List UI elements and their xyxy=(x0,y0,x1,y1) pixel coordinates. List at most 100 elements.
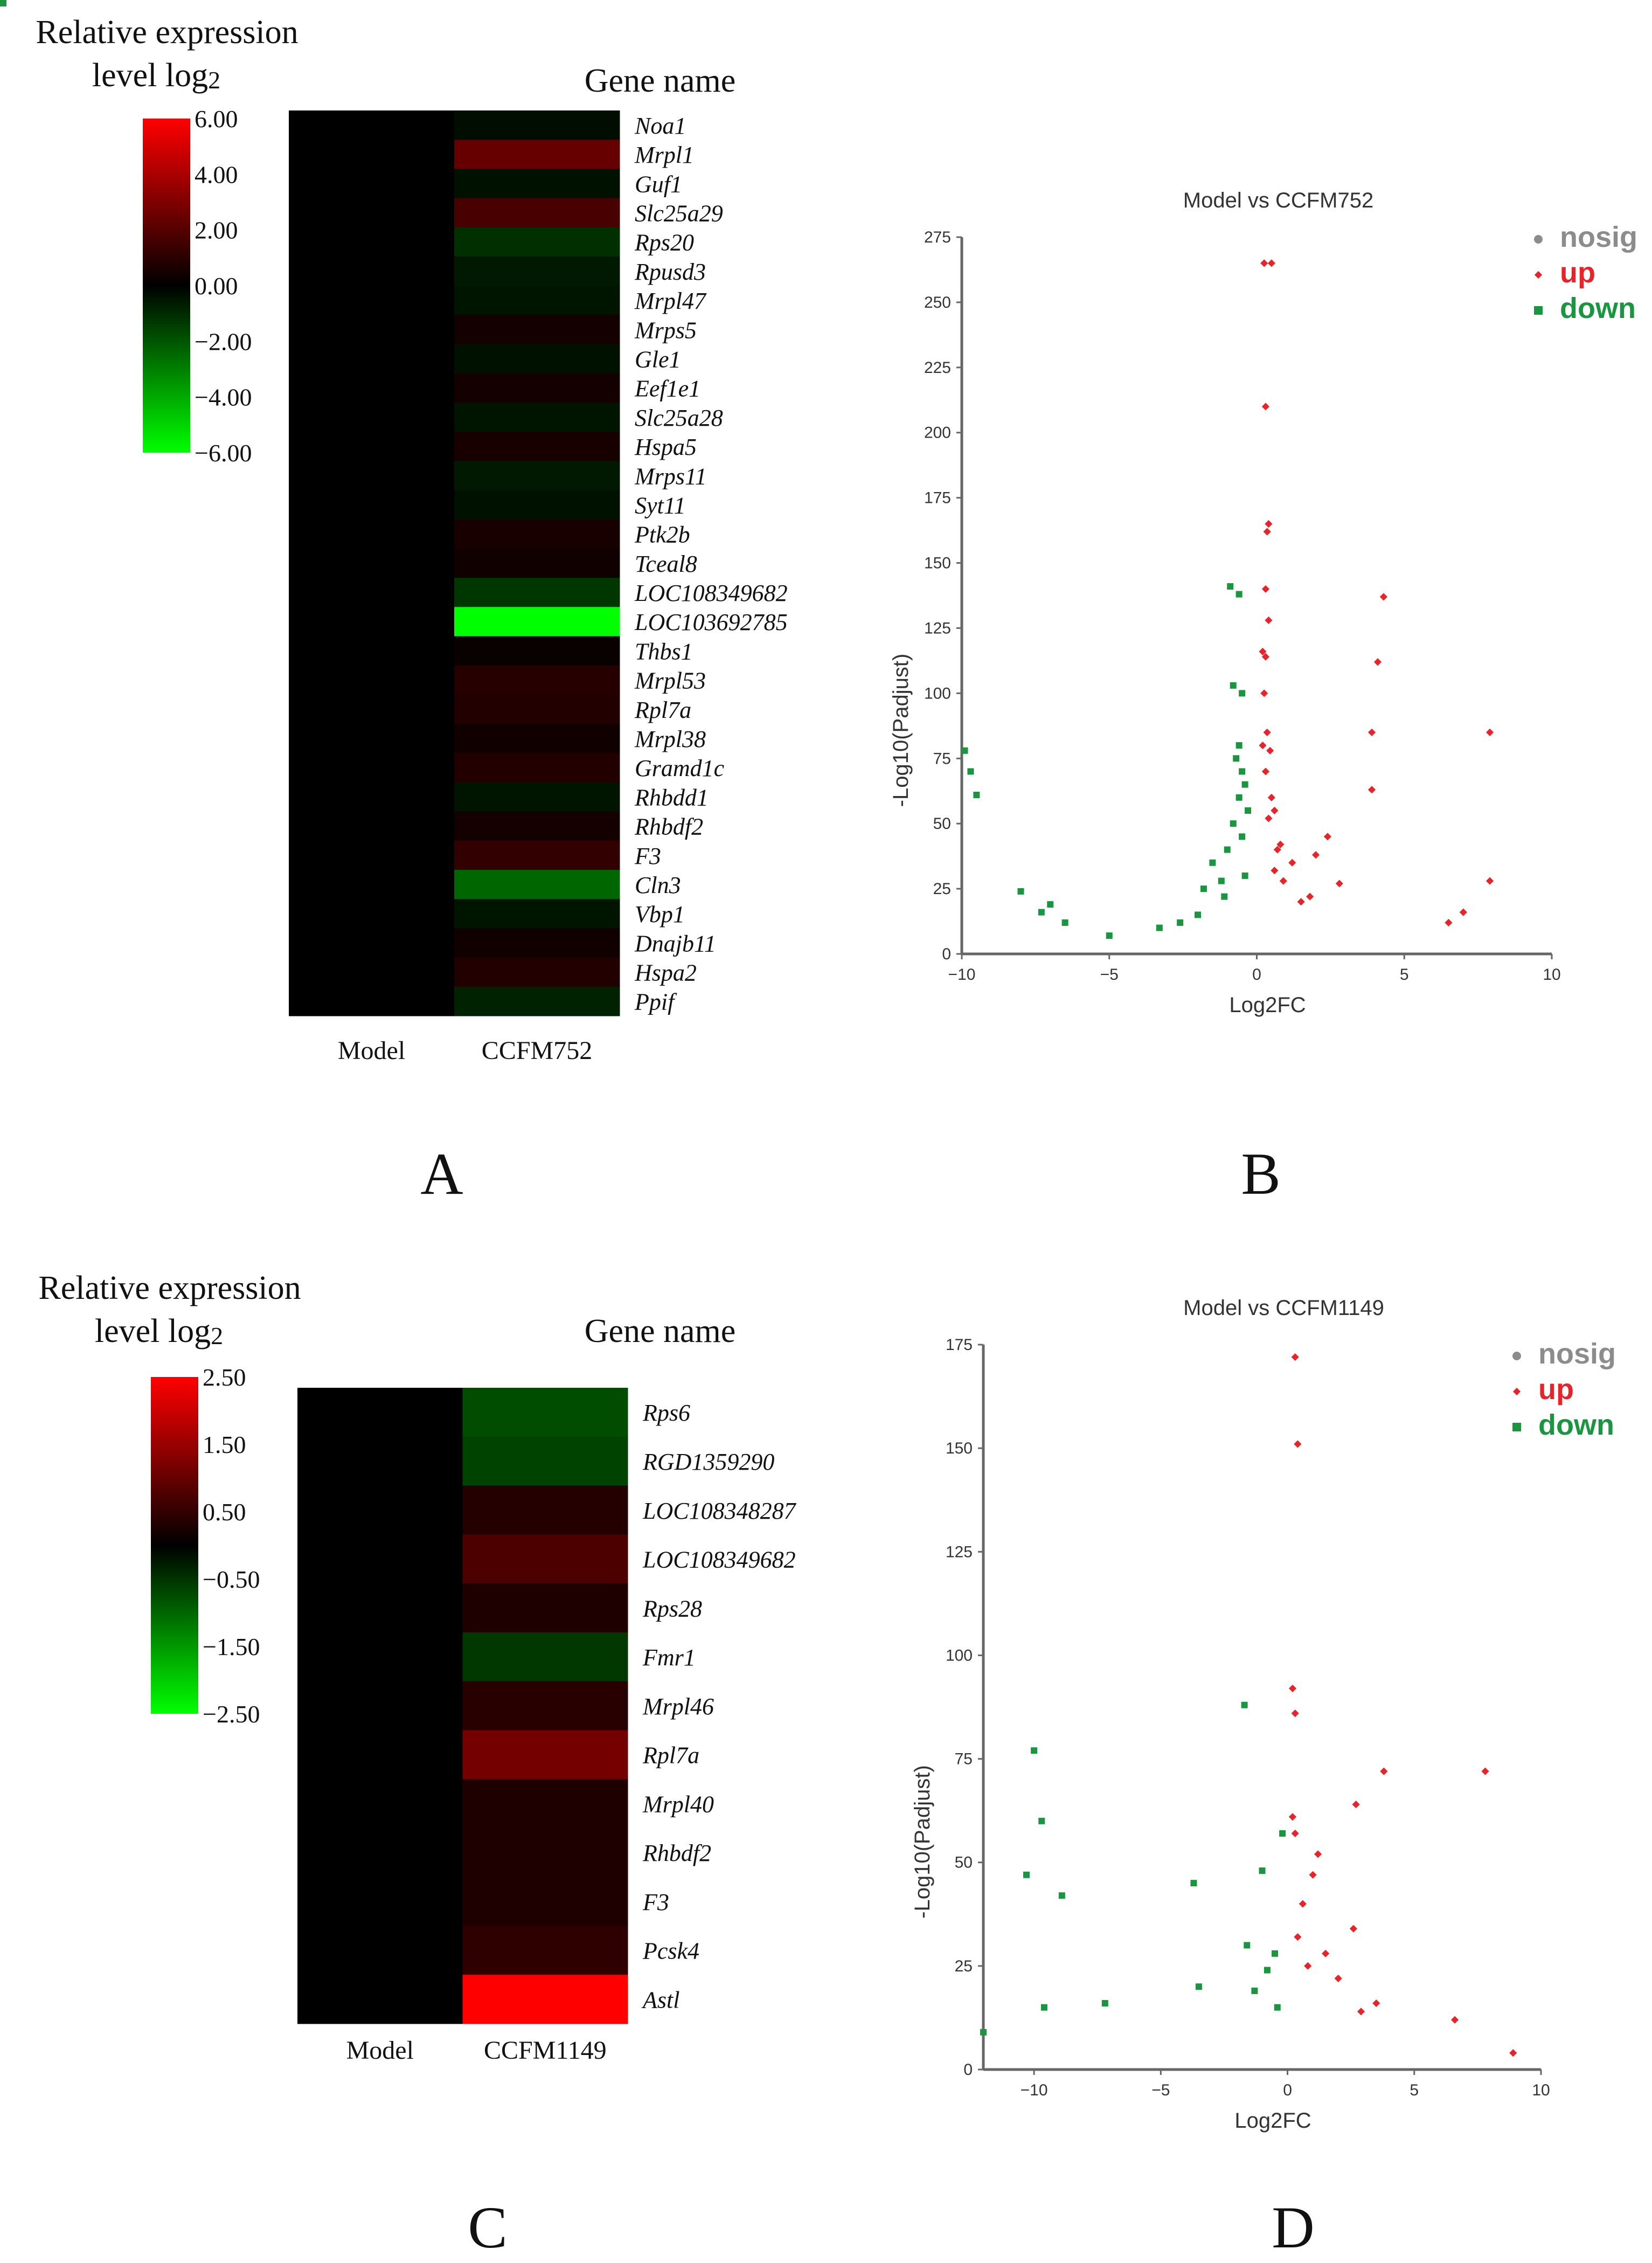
up-point xyxy=(1263,728,1271,736)
y-tick-label: 125 xyxy=(924,619,951,637)
heatmap-cell-treatment xyxy=(454,899,620,929)
gene-label: RGD1359290 xyxy=(642,1449,774,1475)
up-point xyxy=(1266,746,1274,755)
legend-tick-label: 4.00 xyxy=(195,161,238,188)
x-tick-label: 10 xyxy=(1532,2081,1550,2099)
down-point xyxy=(1101,2000,1108,2007)
x-tick-label: −10 xyxy=(948,966,976,984)
point-cloud xyxy=(0,0,6,6)
heatmap-cell-treatment xyxy=(454,811,620,841)
gene-label: Ptk2b xyxy=(634,522,690,548)
y-tick-label: 25 xyxy=(955,1957,973,1975)
heatmap-cell-treatment xyxy=(454,870,620,899)
volcano-panel-b: Model vs CCFM752−10 −5 0 5 10025507510012515… xyxy=(0,0,1637,1207)
heatmap-cell-treatment xyxy=(454,753,620,783)
x-axis-label: Log2FC xyxy=(1234,2109,1311,2133)
heatmap-panel-a: Relative expression level log2 6.00 4.00 2.0… xyxy=(36,14,787,1207)
gene-label: Rps6 xyxy=(642,1400,690,1426)
down-point xyxy=(1218,877,1225,884)
panel-label: A xyxy=(420,1141,463,1207)
heatmap-cell-model xyxy=(289,694,455,724)
legend-title-line1: Relative expression xyxy=(36,14,298,51)
x-tick-label: 5 xyxy=(1410,2081,1419,2099)
y-tick-label: 0 xyxy=(963,2061,973,2079)
heatmap-cell-treatment xyxy=(462,1877,628,1926)
down-point xyxy=(1230,682,1237,689)
down-point xyxy=(1235,742,1243,749)
gene-label: Rpl7a xyxy=(642,1742,699,1769)
down-point xyxy=(0,0,6,6)
down-point xyxy=(1239,833,1246,840)
heatmap-cell-treatment xyxy=(462,1632,628,1682)
down-point xyxy=(973,791,980,798)
up-point xyxy=(1445,918,1453,927)
heatmap-cell-model xyxy=(289,256,455,286)
up-point xyxy=(1368,728,1376,736)
down-point xyxy=(1023,1871,1030,1878)
heatmap-cell-treatment xyxy=(462,1730,628,1780)
heatmap-cell-treatment xyxy=(454,694,620,724)
heatmap-panel-c: Relative expression level log2 2.50 1.50 0.5… xyxy=(38,1270,796,2260)
down-point xyxy=(1227,583,1234,590)
heatmap-cell-model xyxy=(289,665,455,695)
y-tick-label: 150 xyxy=(924,555,951,572)
down-point xyxy=(1241,781,1248,788)
gene-name-header: Gene name xyxy=(585,1313,736,1350)
x-tick-label: −5 xyxy=(1100,966,1119,984)
heatmap-cell-model xyxy=(297,1436,463,1486)
heatmap-cell-treatment xyxy=(454,402,620,432)
gene-label: Cln3 xyxy=(635,872,681,898)
heatmap-cell-model xyxy=(289,957,455,987)
up-point xyxy=(1322,1949,1330,1957)
down-point xyxy=(1239,690,1246,697)
gene-label: Slc25a28 xyxy=(635,405,723,431)
legend-tick-label: −6.00 xyxy=(195,439,252,467)
down-point xyxy=(1106,932,1113,939)
gene-label: Mrpl1 xyxy=(634,142,694,168)
heatmap-cell-treatment xyxy=(462,1534,628,1584)
gene-label: Fmr1 xyxy=(642,1644,696,1671)
heatmap-cell-model xyxy=(289,198,455,228)
heatmap-cell-model xyxy=(289,548,455,578)
down-point xyxy=(1241,872,1248,879)
down-point xyxy=(1244,1942,1251,1949)
up-point xyxy=(1265,616,1273,625)
down-point xyxy=(1264,1967,1271,1974)
down-point xyxy=(980,2029,987,2036)
gene-label: Rhbdd1 xyxy=(634,784,709,811)
up-point xyxy=(1372,1999,1380,2008)
heatmap-cell-model xyxy=(297,1975,463,2024)
up-point xyxy=(1335,880,1343,888)
heatmap-cell-treatment xyxy=(454,782,620,812)
y-tick-label: 0 xyxy=(942,945,951,963)
heatmap-cell-treatment xyxy=(454,344,620,374)
gene-label: Eef1e1 xyxy=(634,376,700,402)
down-point xyxy=(1224,846,1231,853)
gene-label: Mrps5 xyxy=(634,317,697,343)
down-point xyxy=(1195,911,1201,918)
gene-name-header: Gene name xyxy=(585,63,736,99)
x-tick-label: 5 xyxy=(1400,966,1409,984)
heatmap-cell-model xyxy=(297,1730,463,1780)
legend-tick-label: 2.50 xyxy=(203,1364,246,1391)
heatmap-cell-model xyxy=(297,1388,463,1437)
down-point xyxy=(1245,807,1252,814)
down-point xyxy=(1038,909,1045,916)
y-tick-label: 200 xyxy=(924,424,951,442)
gene-label: Ppif xyxy=(634,989,677,1015)
up-point xyxy=(1334,1974,1342,1982)
down-point xyxy=(1156,924,1163,931)
up-point xyxy=(1288,1813,1297,1821)
heatmap-cell-model xyxy=(289,286,455,315)
x-tick-label: 0 xyxy=(1283,2081,1292,2099)
heatmap-cell-treatment xyxy=(454,286,620,315)
up-point xyxy=(1294,1933,1302,1941)
heatmap-cell-model xyxy=(289,315,455,345)
heatmap-cell-treatment xyxy=(462,1681,628,1731)
legend-marker-down xyxy=(1534,306,1543,315)
legend-title-line1: Relative expression xyxy=(38,1270,301,1306)
down-point xyxy=(1040,2004,1047,2011)
heatmap-cell-treatment xyxy=(454,578,620,607)
heatmap-cell-treatment xyxy=(454,169,620,199)
